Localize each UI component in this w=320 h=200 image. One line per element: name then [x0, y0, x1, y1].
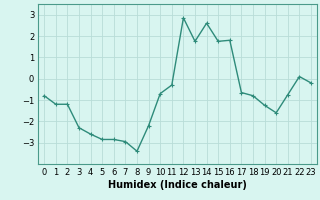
X-axis label: Humidex (Indice chaleur): Humidex (Indice chaleur): [108, 180, 247, 190]
